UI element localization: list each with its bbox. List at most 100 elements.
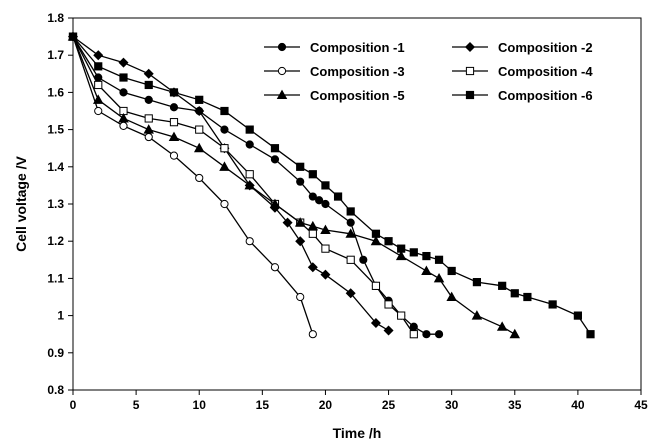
- data-point: [421, 265, 432, 275]
- data-point: [144, 95, 153, 104]
- data-point: [320, 269, 331, 280]
- data-point: [194, 105, 205, 117]
- legend-item: Composition -6: [452, 88, 593, 103]
- data-point: [220, 125, 229, 134]
- y-axis-title: Cell voltage /V: [13, 155, 29, 251]
- data-point: [169, 88, 179, 97]
- data-point: [244, 179, 255, 190]
- legend-item: Composition -3: [264, 64, 405, 79]
- data-point: [370, 235, 382, 246]
- y-tick-label: 1.3: [47, 197, 64, 211]
- data-point: [143, 124, 154, 134]
- data-point: [498, 281, 507, 290]
- y-tick-label: 1.5: [47, 123, 64, 137]
- data-point: [384, 237, 393, 246]
- data-point: [371, 229, 381, 238]
- data-point: [333, 192, 343, 201]
- legend-item: Composition -4: [452, 64, 593, 79]
- legend-label: Composition -3: [310, 64, 405, 79]
- data-point: [346, 207, 355, 216]
- data-point: [321, 244, 330, 253]
- data-point: [93, 50, 104, 61]
- axes: 0 5 10 15 20 25 30 35 40 45 0.8 0.9 1 1.1 1.2 1.3 1.4 1.5…: [47, 11, 648, 412]
- data-point: [320, 224, 331, 235]
- data-point: [345, 288, 356, 299]
- legend-label: Composition -1: [310, 40, 405, 55]
- x-tick-label: 45: [634, 398, 648, 412]
- data-point: [345, 228, 356, 238]
- legend-item: Composition -5: [264, 88, 405, 103]
- data-point: [169, 151, 179, 160]
- data-point: [195, 125, 204, 134]
- legend-marker: [276, 89, 288, 100]
- legend-marker: [465, 90, 475, 100]
- y-tick-label: 1.7: [47, 48, 64, 62]
- data-point: [92, 94, 104, 104]
- data-point: [245, 125, 254, 134]
- y-tick-label: 0.9: [47, 346, 64, 360]
- data-point: [295, 236, 306, 247]
- series-line: [72, 36, 439, 335]
- data-point: [409, 322, 418, 331]
- data-point: [119, 73, 128, 82]
- data-point: [195, 173, 204, 183]
- data-point: [220, 106, 229, 116]
- y-tick-label: 1: [57, 309, 64, 323]
- data-point: [296, 177, 305, 186]
- series-5: [67, 31, 521, 339]
- legend-label: Composition -6: [498, 88, 593, 103]
- data-point: [307, 220, 319, 231]
- y-tick-label: 1.6: [47, 85, 64, 99]
- data-point: [168, 131, 180, 142]
- data-point: [296, 162, 305, 171]
- data-point: [245, 170, 254, 179]
- data-point: [270, 144, 280, 153]
- data-point: [118, 113, 129, 123]
- data-point: [294, 217, 306, 227]
- data-point: [119, 121, 128, 130]
- data-point: [384, 300, 393, 309]
- x-tick-label: 10: [193, 398, 207, 412]
- data-point: [433, 272, 445, 283]
- data-point: [509, 328, 521, 339]
- series-3: [68, 32, 317, 339]
- data-point: [409, 248, 418, 257]
- series-line: [72, 36, 389, 332]
- data-point: [395, 250, 407, 261]
- data-point: [422, 330, 431, 339]
- data-point: [307, 262, 318, 273]
- data-point: [270, 155, 280, 164]
- legend-label: Composition -5: [310, 88, 405, 103]
- data-point: [94, 80, 103, 90]
- data-point: [397, 311, 406, 320]
- data-point: [586, 330, 595, 339]
- data-point: [370, 318, 381, 329]
- series-layer: [67, 31, 595, 339]
- x-tick-label: 20: [319, 398, 333, 412]
- data-point: [245, 140, 254, 149]
- legend-marker: [277, 42, 287, 52]
- x-tick-label: 40: [571, 398, 585, 412]
- data-point: [169, 118, 179, 127]
- x-tick-label: 15: [256, 398, 270, 412]
- y-tick-label: 1.8: [47, 11, 64, 25]
- data-point: [359, 255, 368, 264]
- x-axis-title: Time /h: [333, 425, 382, 441]
- legend-label: Composition -4: [498, 64, 593, 79]
- data-point: [371, 281, 381, 290]
- data-point: [144, 114, 153, 123]
- data-point: [346, 255, 355, 264]
- data-point: [270, 263, 280, 272]
- series-6: [68, 32, 595, 339]
- data-point: [220, 199, 229, 209]
- data-point: [118, 57, 129, 68]
- legend-marker: [277, 66, 287, 76]
- data-point: [383, 325, 394, 336]
- data-point: [169, 103, 179, 112]
- data-point: [573, 311, 582, 320]
- data-point: [510, 289, 519, 298]
- data-point: [496, 321, 508, 331]
- data-point: [195, 95, 204, 104]
- data-point: [434, 330, 444, 339]
- data-point: [143, 68, 154, 79]
